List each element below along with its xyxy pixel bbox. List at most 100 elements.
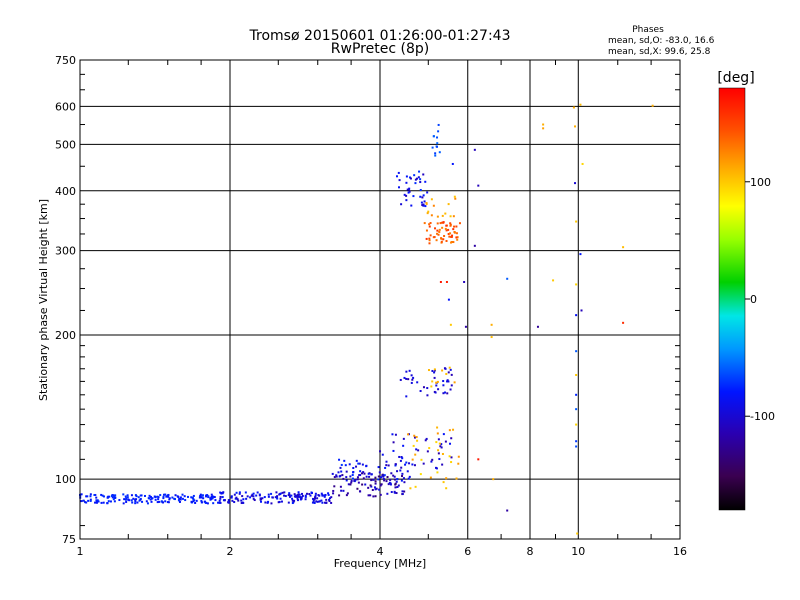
- data-point: [134, 494, 137, 497]
- data-point: [408, 176, 411, 179]
- data-point: [178, 500, 181, 503]
- data-point: [309, 494, 312, 497]
- data-point: [422, 462, 425, 465]
- data-point: [419, 188, 422, 191]
- x-tick-label: 8: [527, 545, 534, 558]
- data-point: [374, 495, 377, 498]
- data-point: [404, 463, 407, 466]
- data-point: [492, 478, 495, 481]
- data-point: [572, 106, 575, 109]
- data-point: [446, 380, 449, 383]
- data-point: [237, 499, 240, 502]
- data-point: [214, 499, 217, 502]
- data-point: [401, 472, 404, 475]
- data-point: [457, 462, 460, 465]
- data-point: [389, 478, 392, 481]
- data-point: [84, 501, 87, 504]
- colorbar-tick-label: 100: [750, 176, 771, 189]
- data-point: [425, 229, 428, 232]
- data-point: [367, 486, 370, 489]
- data-point: [352, 467, 355, 470]
- data-point: [396, 478, 399, 481]
- data-point: [323, 494, 326, 497]
- plot-frame: [79, 59, 681, 540]
- data-point: [246, 495, 249, 498]
- data-point: [434, 154, 437, 157]
- data-point: [342, 489, 345, 492]
- data-point: [173, 497, 176, 500]
- data-point: [351, 477, 354, 480]
- data-point: [368, 475, 371, 478]
- data-point: [279, 492, 282, 495]
- data-point: [407, 191, 410, 194]
- data-point: [436, 380, 439, 383]
- data-point: [405, 175, 408, 178]
- data-point: [314, 497, 317, 500]
- data-point: [131, 501, 134, 504]
- data-point: [297, 493, 300, 496]
- data-point: [199, 496, 202, 499]
- data-point: [174, 494, 177, 497]
- data-point: [401, 475, 404, 478]
- data-point: [411, 463, 414, 466]
- data-point: [162, 497, 165, 500]
- data-point: [149, 495, 152, 498]
- data-point: [328, 500, 331, 503]
- data-point: [442, 380, 445, 383]
- data-point: [241, 495, 244, 498]
- data-point: [359, 490, 362, 493]
- data-point: [506, 509, 509, 512]
- data-point: [444, 367, 447, 370]
- data-point: [393, 491, 396, 494]
- chart-subtitle: RwPretec (8p): [331, 41, 429, 57]
- data-point: [252, 497, 255, 500]
- data-point: [251, 493, 254, 496]
- data-point: [444, 440, 447, 443]
- data-point: [402, 437, 405, 440]
- data-point: [431, 146, 434, 149]
- data-point: [436, 432, 439, 435]
- data-point: [183, 495, 186, 498]
- data-point: [412, 444, 415, 447]
- data-point: [345, 479, 348, 482]
- data-point: [423, 222, 426, 225]
- data-point: [434, 152, 437, 155]
- data-point: [435, 145, 438, 148]
- data-point: [260, 500, 263, 503]
- data-point: [506, 277, 509, 280]
- data-point: [108, 495, 111, 498]
- y-tick-label: 400: [55, 185, 76, 198]
- data-point: [219, 501, 222, 504]
- data-point: [95, 496, 98, 499]
- data-point: [293, 499, 296, 502]
- data-point: [423, 200, 426, 203]
- data-point: [113, 500, 116, 503]
- data-point: [95, 499, 98, 502]
- data-point: [411, 378, 414, 381]
- data-point: [411, 458, 414, 461]
- data-point: [453, 195, 456, 198]
- data-point: [298, 495, 301, 498]
- data-point: [114, 494, 117, 497]
- data-point: [291, 497, 294, 500]
- data-point: [416, 439, 419, 442]
- data-point: [296, 497, 299, 500]
- data-point: [274, 496, 277, 499]
- data-point: [416, 177, 419, 180]
- data-point: [450, 437, 453, 440]
- data-point: [134, 500, 137, 503]
- data-point: [408, 462, 411, 465]
- data-point: [410, 204, 413, 207]
- data-point: [340, 489, 343, 492]
- data-point: [379, 484, 382, 487]
- data-point: [412, 376, 415, 379]
- data-point: [378, 488, 381, 491]
- data-point: [449, 224, 452, 227]
- data-point: [357, 481, 360, 484]
- data-point: [377, 478, 380, 481]
- data-point: [293, 493, 296, 496]
- data-point: [398, 179, 401, 182]
- data-point: [407, 477, 410, 480]
- data-point: [200, 496, 203, 499]
- data-point: [277, 501, 280, 504]
